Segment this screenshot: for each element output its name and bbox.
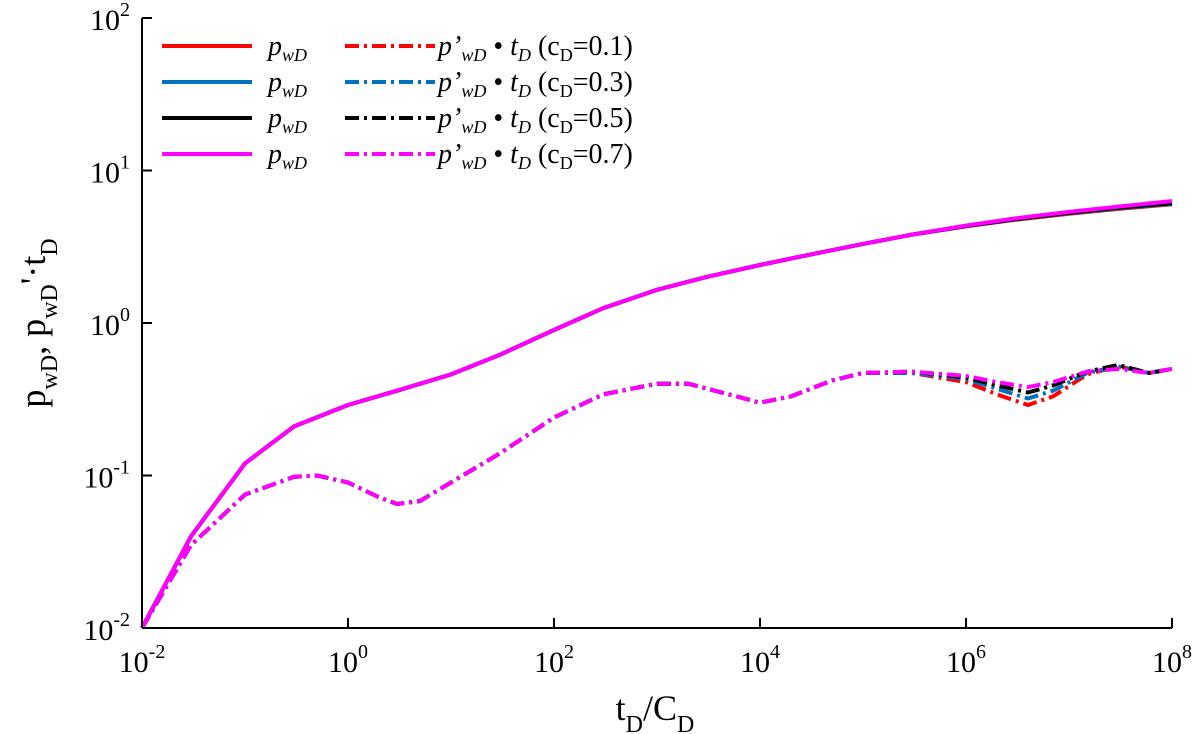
x-tick-label: 100 xyxy=(328,641,368,679)
y-axis-title: pwD, pwD'·tD xyxy=(13,238,63,407)
legend-label-derivative: p’wD • tD (cD=0.7) xyxy=(436,139,633,173)
x-tick-label: 10-2 xyxy=(119,641,166,679)
y-tick-label: 10-1 xyxy=(83,457,130,495)
series-line-pwd-3 xyxy=(140,199,1173,629)
legend-label-derivative: p’wD • tD (cD=0.1) xyxy=(436,31,633,65)
y-ticks: 10-2 10-1 100 101 102 xyxy=(83,0,152,647)
y-tick-label: 10-2 xyxy=(83,609,130,647)
x-tick-label: 106 xyxy=(946,641,986,679)
y-tick-label: 102 xyxy=(90,0,130,37)
x-ticks: 10-2 100 102 104 106 108 xyxy=(119,618,1192,679)
series-line-derivative-3 xyxy=(140,366,1173,630)
plot-lines xyxy=(140,199,1173,630)
legend: pwD p’wD • tD (cD=0.1) pwD p’wD • tD (cD=0.… xyxy=(162,31,633,173)
axes xyxy=(141,18,1172,629)
series-line-pwd-2 xyxy=(140,201,1173,629)
legend-label-derivative: p’wD • tD (cD=0.3) xyxy=(436,67,633,101)
legend-label-derivative: p’wD • tD (cD=0.5) xyxy=(436,103,633,137)
x-tick-label: 108 xyxy=(1152,641,1192,679)
series-line-derivative-2 xyxy=(140,363,1173,630)
series-line-derivative-1 xyxy=(140,364,1173,630)
y-tick-label: 100 xyxy=(90,304,130,342)
series-line-pwd-0 xyxy=(140,202,1173,629)
legend-label-pwd: pwD xyxy=(266,103,307,137)
x-tick-label: 104 xyxy=(740,641,780,679)
legend-label-pwd: pwD xyxy=(266,139,307,173)
series-line-derivative-0 xyxy=(140,364,1173,630)
y-tick-label: 101 xyxy=(90,152,130,190)
x-axis-title: tD/CD xyxy=(616,688,695,734)
x-tick-label: 102 xyxy=(534,641,574,679)
series-line-pwd-1 xyxy=(140,201,1173,629)
legend-label-pwd: pwD xyxy=(266,31,307,65)
legend-label-pwd: pwD xyxy=(266,67,307,101)
